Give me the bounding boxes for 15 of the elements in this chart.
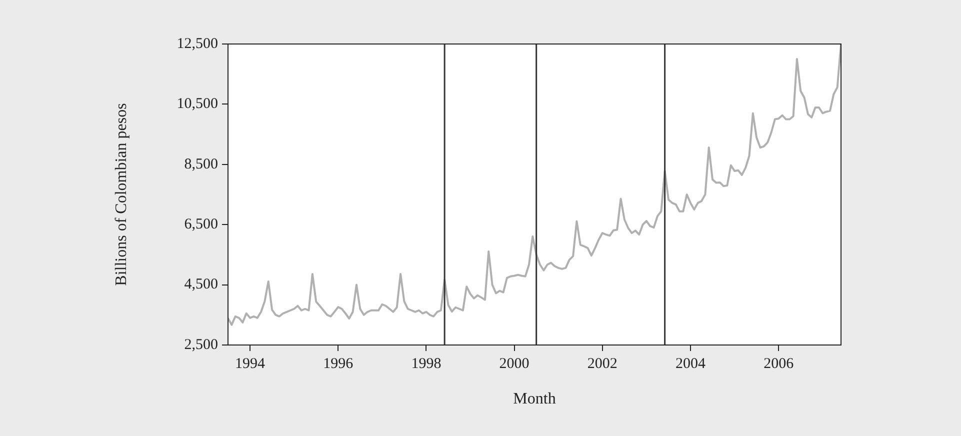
y-tick-label: 2,500	[184, 336, 218, 353]
y-tick-label: 12,500	[176, 36, 218, 52]
x-tick-label: 2006	[764, 356, 794, 372]
x-tick-label: 1996	[323, 356, 354, 372]
x-tick-label: 2000	[499, 356, 530, 372]
y-tick-label: 8,500	[184, 156, 218, 172]
x-tick-label: 1998	[411, 356, 442, 372]
x-tick-label: 2002	[587, 356, 618, 372]
y-tick-label: 10,500	[176, 96, 218, 112]
x-tick-label: 1994	[235, 356, 266, 372]
y-tick-label: 4,500	[184, 276, 218, 293]
x-axis-title: Month	[513, 390, 556, 408]
y-axis-title: Billions of Colombian pesos	[112, 103, 130, 286]
y-tick-label: 6,500	[184, 216, 218, 233]
x-tick-label: 2004	[676, 356, 706, 372]
